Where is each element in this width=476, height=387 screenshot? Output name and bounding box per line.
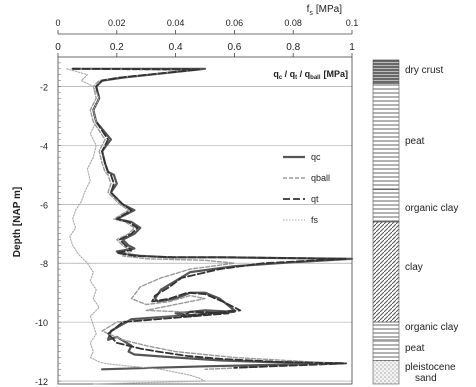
top-axis-tick-label: 0.06 <box>226 18 244 28</box>
top-axis-label-main: f <box>307 4 310 15</box>
y-axis: -2 -4 -6 -8 -10 -12 <box>35 62 61 387</box>
series-line-qball <box>71 68 338 370</box>
bottom-axis-label: qc / qt / qball [MPa] <box>273 69 348 81</box>
bottom-axis-tick-label: 1 <box>349 42 355 53</box>
series-layer <box>66 67 354 385</box>
top-axis-tick-label: 0.02 <box>108 18 126 28</box>
y-tick-label: -10 <box>35 318 48 328</box>
bottom-axis-tick-label: 0.8 <box>286 42 300 53</box>
soil-layer <box>372 221 400 323</box>
top-axis-label: fs [MPa] <box>307 4 343 17</box>
soil-layer-label: clay <box>405 262 423 273</box>
top-axis-tick-label: 0.1 <box>346 18 359 28</box>
soil-layer <box>372 339 400 361</box>
legend-label-qc: qc <box>311 152 321 162</box>
soil-column: dry crust peat organic clay clay organic cla… <box>372 59 458 385</box>
bottom-axis-label-q1-sub: c <box>279 75 283 81</box>
top-axis-tick-label: 0.08 <box>284 18 302 28</box>
bottom-axis-label-q2-sub: t <box>295 75 297 81</box>
plot-frame <box>57 56 353 385</box>
bottom-axis-tick-label: 0.2 <box>110 42 124 53</box>
legend: qc qball qt fs <box>283 152 330 225</box>
y-tick-label: -12 <box>35 377 48 387</box>
legend-label-qball: qball <box>311 173 330 183</box>
y-tick-label: -6 <box>40 200 48 210</box>
soil-layer <box>372 360 400 385</box>
soil-layer-label: dry crust <box>405 65 444 76</box>
bottom-axis-label-unit: [MPa] <box>324 69 349 79</box>
y-tick-label: -8 <box>40 259 48 269</box>
top-axis-tick-label: 0 <box>55 18 60 28</box>
top-axis-tick-label: 0.04 <box>167 18 185 28</box>
soil-layer <box>372 321 400 341</box>
soil-layer <box>372 83 400 190</box>
bottom-axis-label-q3-sub: ball <box>310 75 321 81</box>
soil-layer-label: pleistocene sand <box>405 362 456 384</box>
bottom-axis-label-q1: q <box>273 69 279 79</box>
bottom-axis-tick-label: 0.4 <box>169 42 183 53</box>
soil-layer-label: peat <box>405 343 425 354</box>
y-tick-label: -2 <box>40 82 48 92</box>
legend-label-qt: qt <box>311 194 319 204</box>
series-line-qt <box>71 67 348 369</box>
bottom-axis-label-q3: / q <box>297 69 310 79</box>
soil-layer-label: peat <box>405 136 425 147</box>
top-axis: 0 0.02 0.04 0.06 0.08 0.1 <box>55 18 359 35</box>
soil-layer-label: organic clay <box>405 322 458 333</box>
y-axis-label: Depth [NAP m] <box>12 187 23 257</box>
soil-layer-label: organic clay <box>405 203 458 214</box>
soil-layer <box>372 59 400 84</box>
bottom-axis: 0 0.2 0.4 0.6 0.8 1 <box>55 42 355 57</box>
top-axis-label-sub: s <box>309 10 313 17</box>
bottom-axis-tick-label: 0 <box>55 42 61 53</box>
y-tick-label: -4 <box>40 141 48 151</box>
legend-label-fs: fs <box>311 215 319 225</box>
soil-layer <box>372 189 400 223</box>
series-line-fs <box>66 68 206 385</box>
bottom-axis-tick-label: 0.6 <box>227 42 241 53</box>
bottom-axis-label-q2: / q <box>282 69 295 79</box>
top-axis-label-unit: [MPa] <box>316 4 342 15</box>
